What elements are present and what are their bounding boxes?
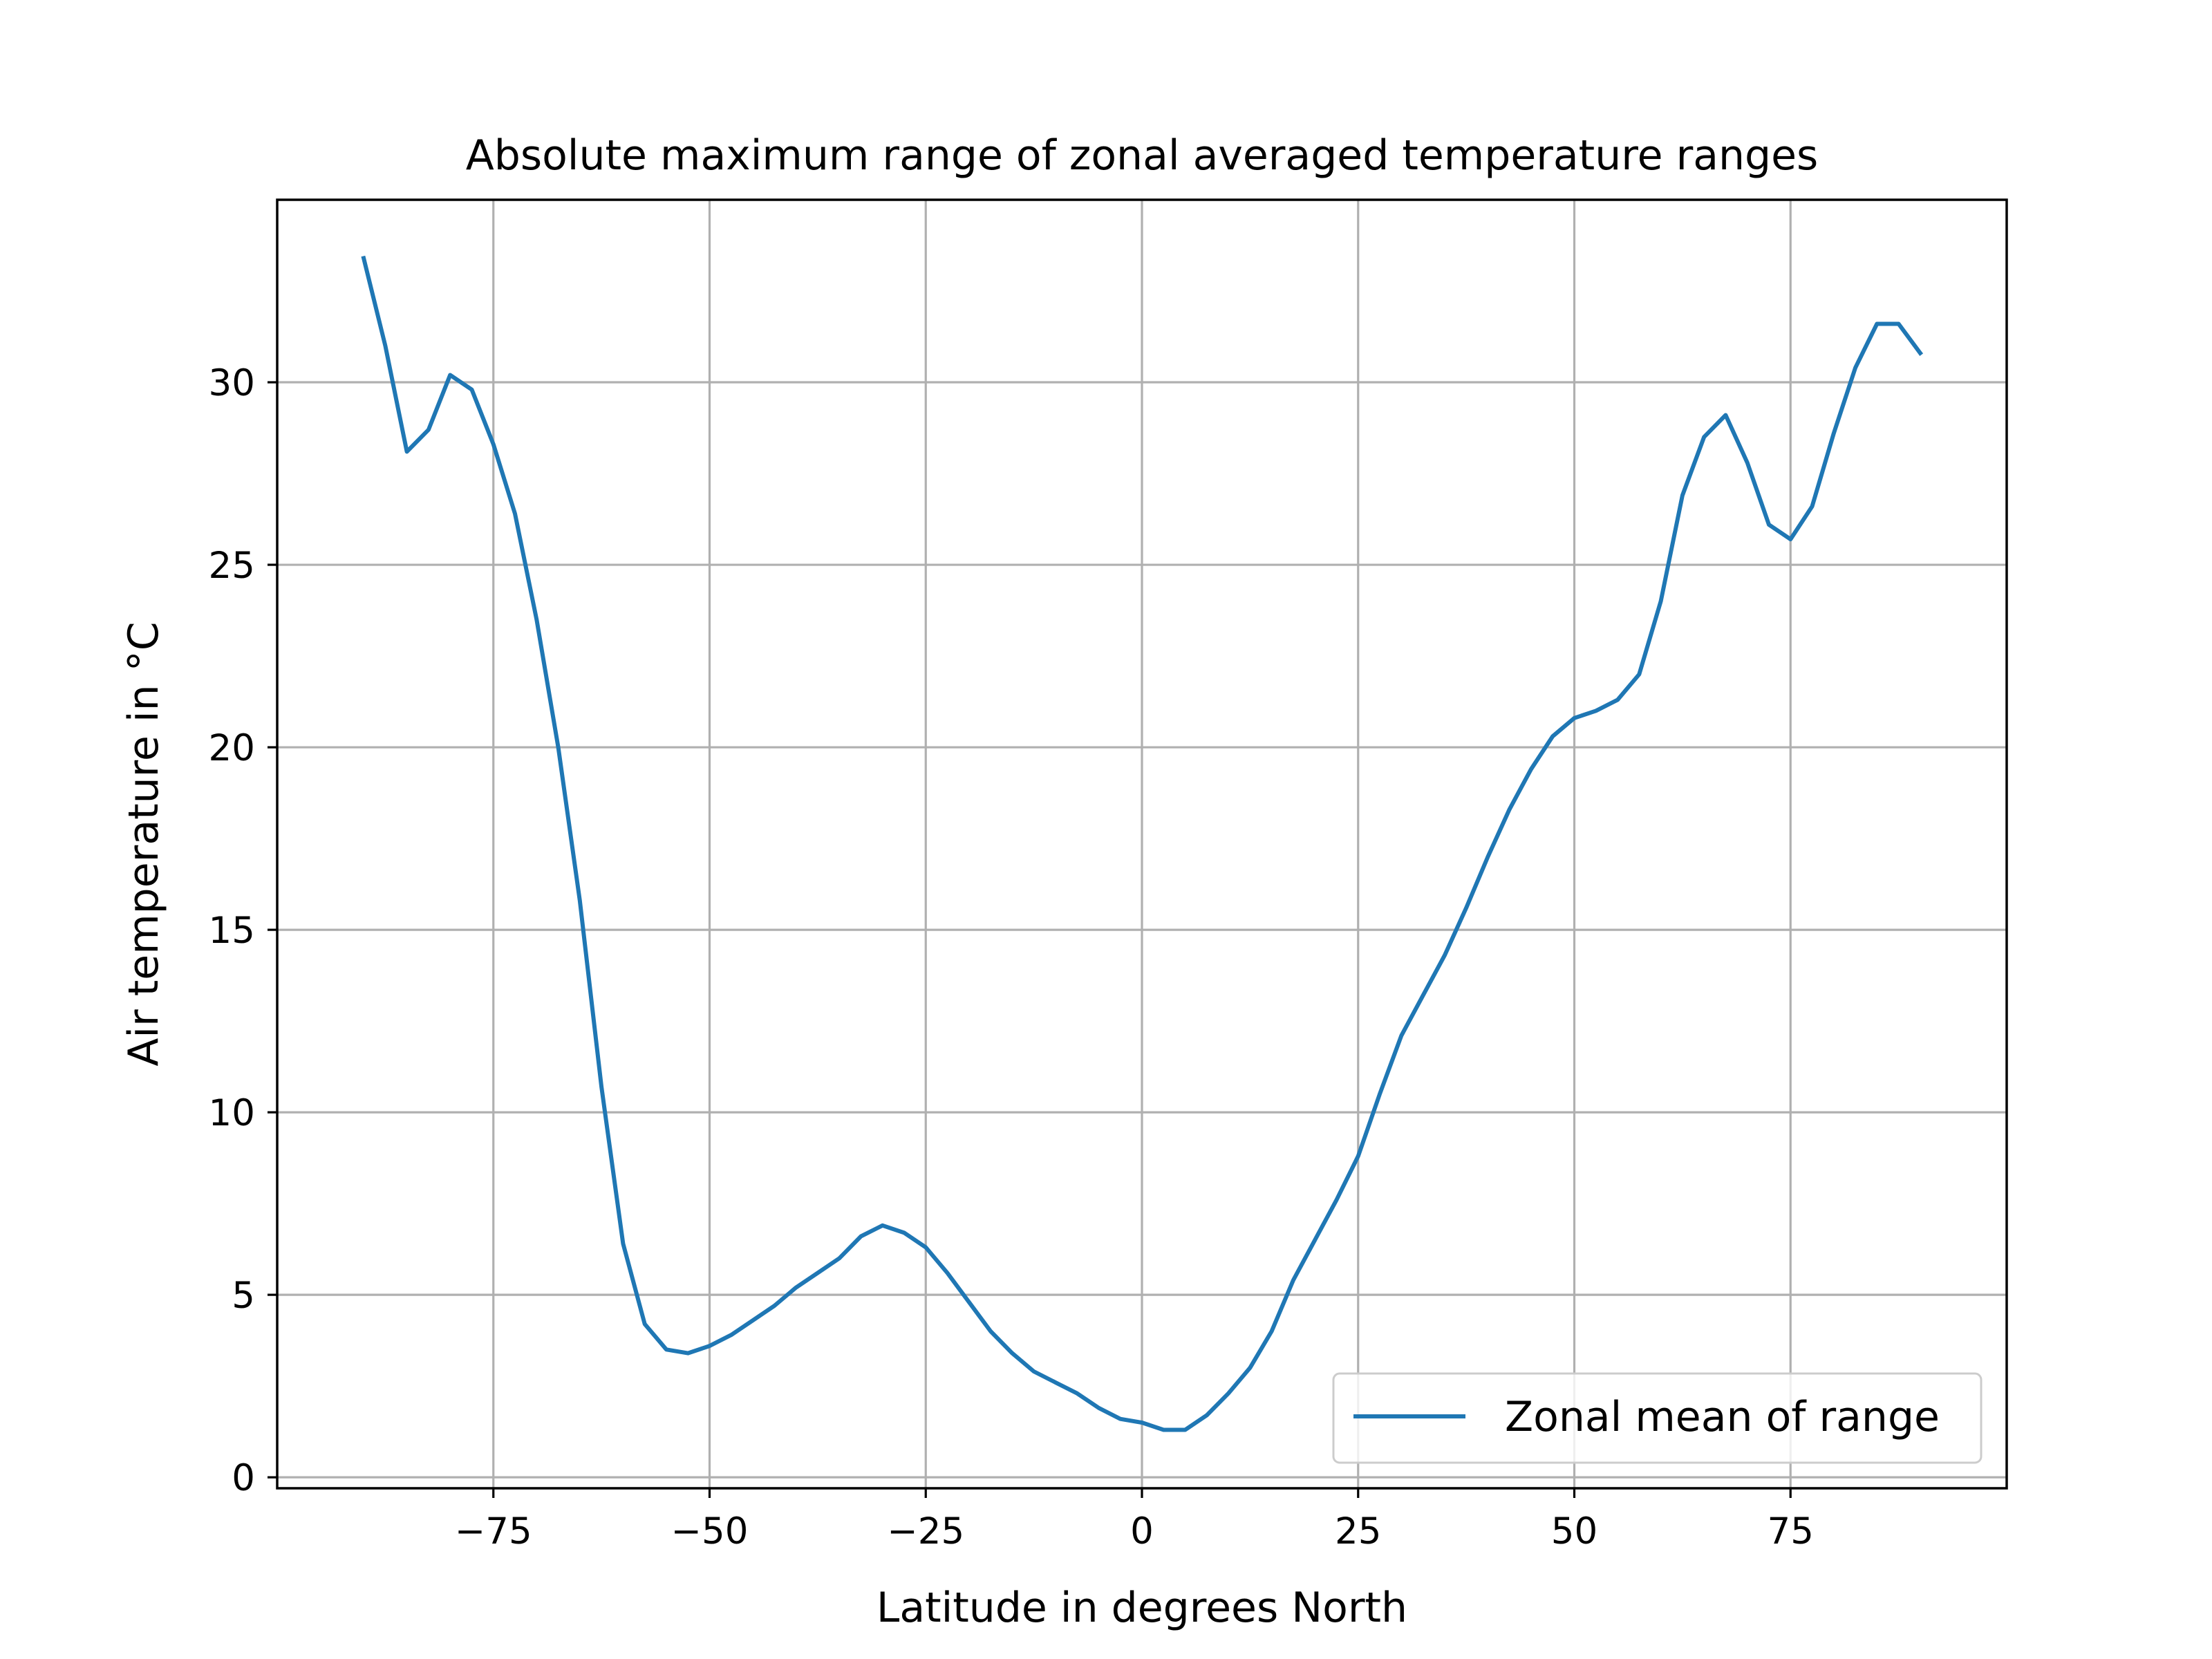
legend-box (1332, 1372, 1983, 1464)
x-tick-label: −75 (455, 1510, 532, 1553)
series-line-zonal-mean (361, 255, 1924, 1432)
y-tick-label: 25 (209, 545, 255, 587)
x-tick-label: −25 (887, 1510, 964, 1553)
y-tick-label: 5 (232, 1275, 255, 1317)
grid (277, 200, 2007, 1488)
x-tick-label: 25 (1335, 1510, 1381, 1553)
ticks: −75 −50 −25 0 25 50 75 0 5 10 15 20 25 30 (209, 362, 1814, 1553)
chart-title: Absolute maximum range of zonal averaged… (466, 131, 1819, 180)
x-tick-label: 75 (1768, 1510, 1814, 1553)
x-tick-label: −50 (671, 1510, 749, 1553)
x-tick-label: 50 (1551, 1510, 1597, 1553)
y-tick-label: 15 (209, 910, 255, 952)
series-layer (361, 255, 1924, 1432)
legend-label-zonal-mean: Zonal mean of range (1505, 1393, 1940, 1441)
y-tick-label: 30 (209, 362, 255, 404)
y-tick-label: 10 (209, 1092, 255, 1134)
legend: Zonal mean of range (1332, 1372, 1983, 1464)
y-tick-label: 20 (209, 727, 255, 769)
y-tick-label: 0 (232, 1457, 255, 1499)
x-axis-label: Latitude in degrees North (877, 1584, 1407, 1632)
x-tick-label: 0 (1130, 1510, 1154, 1553)
y-axis-label: Air temperature in °C (120, 621, 168, 1066)
